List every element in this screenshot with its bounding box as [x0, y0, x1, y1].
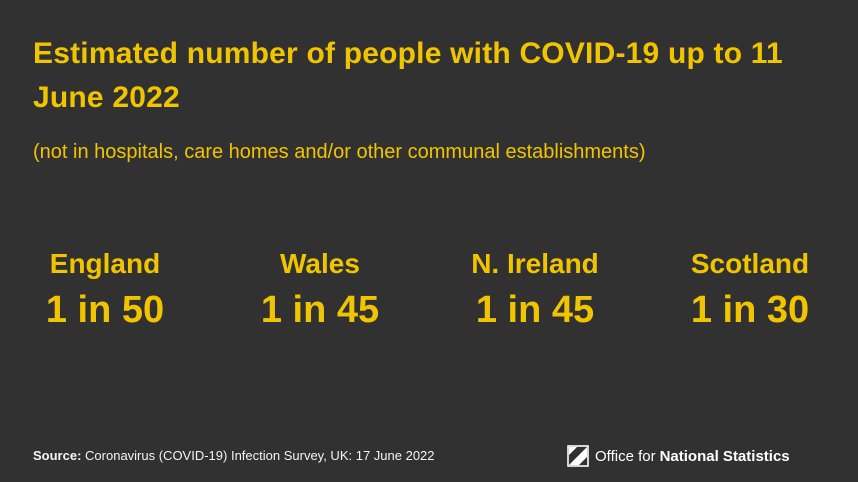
stat-n-ireland: N. Ireland 1 in 45 [435, 244, 635, 336]
stat-region-label: Wales [280, 248, 360, 279]
logo-text-light: Office for [595, 447, 656, 465]
stat-scotland: Scotland 1 in 30 [650, 244, 850, 336]
ons-logo: Office for National Statistics [567, 444, 790, 468]
ons-logo-icon [567, 445, 589, 467]
stat-ratio-value: 1 in 50 [45, 289, 165, 331]
source-text: Coronavirus (COVID-19) Infection Survey,… [85, 448, 435, 463]
subtitle: (not in hospitals, care homes and/or oth… [33, 141, 646, 163]
stat-wales: Wales 1 in 45 [220, 244, 420, 336]
stat-ratio-value: 1 in 45 [475, 289, 595, 331]
source-label: Source: [33, 448, 82, 463]
stat-ratio-value: 1 in 30 [690, 289, 810, 331]
stat-ratio-value: 1 in 45 [260, 289, 380, 331]
page-title: Estimated number of people with COVID-19… [33, 37, 783, 114]
stats-row: England 1 in 50 Wales 1 in 45 N. Ireland… [0, 244, 858, 344]
source-note: Source: Coronavirus (COVID-19) Infection… [33, 447, 435, 465]
stat-region-label: England [49, 248, 161, 279]
stat-region-label: N. Ireland [471, 248, 599, 279]
stat-region-label: Scotland [690, 248, 810, 279]
stat-england: England 1 in 50 [5, 244, 205, 336]
logo-text-bold: National Statistics [659, 447, 790, 465]
